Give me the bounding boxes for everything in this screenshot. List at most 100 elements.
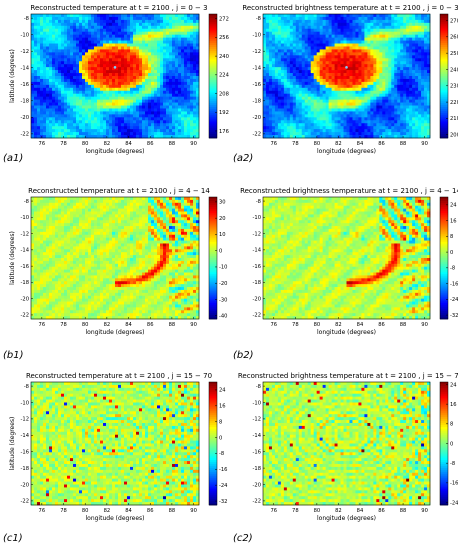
heatmap-cell (277, 46, 282, 50)
heatmap-cell (55, 43, 59, 47)
heatmap-cell (424, 67, 428, 71)
heatmap-cell (373, 61, 377, 65)
heatmap-cell (424, 76, 428, 80)
heatmap-cell (376, 111, 380, 115)
heatmap-cell (196, 84, 200, 89)
heatmap-cell (106, 16, 110, 21)
heatmap-cell (151, 90, 155, 95)
heatmap-cell (277, 25, 282, 30)
heatmap-cell (400, 43, 404, 47)
heatmap-cell (280, 93, 285, 98)
heatmap-cell (325, 78, 329, 83)
heatmap-cell (295, 126, 300, 130)
heatmap-cell (190, 52, 194, 56)
heatmap-cell (295, 31, 300, 36)
heatmap-cell (388, 114, 392, 118)
heatmap-cell (88, 114, 92, 118)
heatmap-cell (100, 46, 104, 50)
heatmap-cell (127, 126, 131, 130)
heatmap-cell (388, 28, 392, 33)
heatmap-cell (82, 46, 86, 50)
heatmap-cell (172, 49, 176, 53)
heatmap-cell (178, 70, 182, 74)
heatmap-cell (160, 46, 164, 50)
heatmap-cell (394, 129, 398, 133)
heatmap-cell (73, 90, 77, 95)
heatmap-cell (409, 61, 413, 65)
heatmap-cell (97, 76, 101, 80)
heatmap-cell (370, 40, 374, 44)
heatmap-cell (298, 40, 303, 44)
heatmap-cell (112, 99, 116, 103)
heatmap-cell (286, 114, 291, 118)
heatmap-cell (151, 19, 155, 24)
heatmap-cell (133, 14, 137, 18)
heatmap-cell (49, 64, 53, 68)
heatmap-cell (103, 87, 107, 92)
heatmap-cell (61, 102, 65, 106)
heatmap-cell (52, 55, 56, 59)
heatmap-cell (412, 22, 416, 27)
heatmap-cell (184, 96, 188, 100)
heatmap-cell (403, 102, 407, 106)
heatmap-cell (316, 55, 321, 59)
heatmap-cell (163, 40, 167, 44)
heatmap-cell (280, 102, 285, 106)
colorbar-frame (439, 13, 449, 139)
heatmap-cell (263, 90, 267, 95)
heatmap-cell (283, 132, 288, 136)
heatmap-cell (190, 197, 194, 201)
heatmap-cell (406, 135, 410, 139)
heatmap-cell (391, 84, 395, 89)
heatmap-cell (49, 40, 53, 44)
heatmap-cell (142, 96, 146, 100)
heatmap-cell (118, 78, 122, 83)
heatmap-cell (370, 31, 374, 36)
heatmap-cell (412, 70, 416, 74)
heatmap-cell (271, 55, 276, 59)
heatmap-cell (142, 28, 146, 33)
heatmap-cell (358, 28, 362, 33)
colorbar-swatch (209, 18, 217, 21)
heatmap-cell (94, 52, 98, 56)
heatmap-cell (349, 90, 353, 95)
heatmap-cell (424, 129, 428, 133)
heatmap-cell (142, 90, 146, 95)
heatmap-cell (277, 132, 282, 136)
heatmap-cell (133, 120, 137, 124)
heatmap-cell (133, 99, 137, 103)
heatmap-cell (145, 52, 149, 56)
heatmap-cell (52, 46, 56, 50)
heatmap-cell (376, 49, 380, 53)
heatmap-cell (169, 49, 173, 53)
heatmap-cell (160, 22, 164, 27)
heatmap-cell (331, 55, 335, 59)
heatmap-cell (163, 31, 167, 36)
heatmap-cell (391, 132, 395, 136)
heatmap-cell (193, 126, 197, 130)
heatmap-cell (43, 87, 47, 92)
heatmap-cell (370, 76, 374, 80)
heatmap-cell (397, 117, 401, 121)
heatmap-cell (358, 61, 362, 65)
colorbar-swatch (209, 63, 217, 67)
heatmap-cell (415, 105, 419, 109)
heatmap-cell (331, 105, 335, 109)
heatmap-cell (52, 90, 56, 95)
heatmap-cell (181, 67, 185, 71)
heatmap-cell (106, 93, 110, 98)
heatmap-cell (94, 46, 98, 50)
heatmap-cell (319, 58, 323, 62)
heatmap-cell (337, 93, 341, 98)
heatmap-cell (424, 114, 428, 118)
heatmap-cell (277, 105, 282, 109)
heatmap-cell (361, 78, 365, 83)
heatmap-cell (319, 102, 323, 106)
panel-label: (a2) (233, 153, 253, 164)
heatmap-cell (130, 43, 134, 47)
heatmap-cell (298, 78, 303, 83)
heatmap-cell (169, 197, 173, 201)
heatmap-cell (394, 61, 398, 65)
heatmap-cell (118, 25, 122, 30)
heatmap-cell (319, 129, 323, 133)
